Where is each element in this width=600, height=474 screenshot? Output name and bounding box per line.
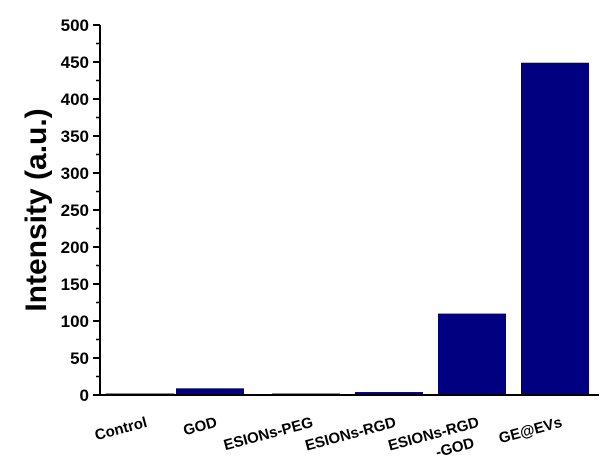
bars-group: [106, 62, 589, 396]
y-tick-label: 100: [61, 312, 89, 331]
y-tick-label: 200: [61, 238, 89, 257]
y-axis-title: Intensity (a.u.): [20, 108, 53, 311]
bar: [438, 313, 506, 395]
bar: [521, 62, 589, 396]
y-tick-label: 250: [61, 201, 89, 220]
x-tick-label: ESIONs-RGD-GOD: [386, 414, 486, 473]
x-labels-group: Control GOD ESIONs-PEGESIONs-RGDESIONs-RGD…: [93, 414, 564, 473]
x-tick-label: GOD: [182, 414, 220, 439]
y-tick-label: 150: [61, 275, 89, 294]
y-tick-label: 450: [61, 53, 89, 72]
x-tick-label: Control: [93, 414, 149, 444]
x-tick-label: ESIONs-RGD: [303, 414, 398, 455]
y-tick-label: 300: [61, 164, 89, 183]
bar: [355, 392, 423, 395]
y-ticks-group: 0 50 100 150 200 250 300 350 400 450 500: [61, 16, 100, 405]
y-tick-label: 400: [61, 90, 89, 109]
y-tick-label: 0: [80, 386, 89, 405]
y-tick-label: 350: [61, 127, 89, 146]
x-tick-label: ESIONs-PEG: [222, 414, 315, 454]
bar: [176, 388, 244, 395]
x-tick-label: GE@EVs: [497, 414, 564, 447]
y-tick-label: 50: [70, 349, 89, 368]
y-tick-label: 500: [61, 16, 89, 35]
